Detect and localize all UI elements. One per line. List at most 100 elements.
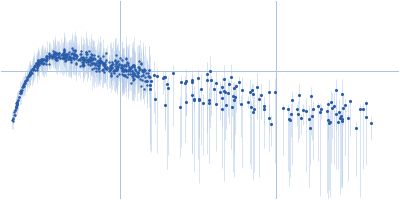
Point: [86, 59, 92, 62]
Point: [104, 65, 110, 69]
Point: [13, 106, 19, 109]
Point: [112, 69, 119, 72]
Point: [141, 70, 148, 73]
Point: [31, 65, 37, 68]
Point: [362, 115, 369, 119]
Point: [112, 61, 119, 64]
Point: [12, 109, 18, 112]
Point: [140, 69, 146, 72]
Point: [26, 74, 32, 77]
Point: [207, 69, 213, 72]
Point: [48, 55, 54, 58]
Point: [70, 51, 77, 54]
Point: [134, 75, 141, 78]
Point: [182, 81, 188, 85]
Point: [58, 56, 65, 59]
Point: [154, 74, 160, 77]
Point: [206, 101, 213, 104]
Point: [70, 53, 76, 56]
Point: [89, 62, 96, 65]
Point: [100, 68, 106, 71]
Point: [102, 60, 108, 63]
Point: [22, 82, 28, 85]
Point: [261, 108, 268, 111]
Point: [188, 78, 195, 81]
Point: [14, 102, 20, 105]
Point: [47, 55, 54, 58]
Point: [109, 65, 116, 68]
Point: [136, 77, 143, 80]
Point: [170, 71, 176, 75]
Point: [90, 54, 97, 57]
Point: [148, 79, 154, 83]
Point: [138, 63, 144, 66]
Point: [83, 55, 90, 58]
Point: [116, 62, 122, 65]
Point: [125, 62, 132, 65]
Point: [24, 78, 30, 81]
Point: [130, 78, 136, 81]
Point: [14, 100, 21, 103]
Point: [268, 123, 274, 126]
Point: [124, 76, 130, 79]
Point: [102, 66, 108, 69]
Point: [51, 51, 57, 54]
Point: [130, 78, 137, 81]
Point: [34, 60, 41, 63]
Point: [138, 62, 144, 65]
Point: [288, 112, 294, 116]
Point: [204, 72, 210, 76]
Point: [42, 58, 48, 61]
Point: [93, 69, 99, 72]
Point: [27, 73, 33, 77]
Point: [17, 91, 24, 94]
Point: [70, 48, 76, 51]
Point: [62, 57, 68, 60]
Point: [139, 69, 146, 72]
Point: [107, 69, 113, 72]
Point: [9, 118, 16, 121]
Point: [84, 58, 91, 62]
Point: [102, 63, 108, 66]
Point: [80, 57, 86, 60]
Point: [130, 64, 136, 67]
Point: [34, 68, 40, 71]
Point: [95, 54, 101, 57]
Point: [90, 57, 96, 60]
Point: [101, 70, 107, 73]
Point: [18, 90, 24, 93]
Point: [73, 53, 80, 56]
Point: [55, 56, 62, 59]
Point: [118, 72, 125, 75]
Point: [87, 60, 94, 63]
Point: [120, 74, 126, 77]
Point: [196, 99, 202, 102]
Point: [232, 96, 239, 99]
Point: [103, 68, 110, 71]
Point: [250, 92, 256, 95]
Point: [52, 59, 59, 62]
Point: [80, 56, 86, 59]
Point: [120, 68, 126, 72]
Point: [326, 122, 332, 125]
Point: [73, 53, 79, 56]
Point: [34, 63, 40, 66]
Point: [77, 58, 83, 61]
Point: [230, 94, 236, 97]
Point: [39, 58, 45, 62]
Point: [141, 67, 147, 70]
Point: [249, 89, 255, 92]
Point: [40, 57, 46, 60]
Point: [126, 69, 133, 73]
Point: [108, 66, 114, 70]
Point: [162, 75, 168, 79]
Point: [120, 67, 126, 70]
Point: [335, 121, 341, 124]
Point: [132, 67, 139, 70]
Point: [88, 61, 95, 64]
Point: [345, 116, 351, 119]
Point: [83, 60, 90, 64]
Point: [68, 56, 74, 59]
Point: [113, 67, 119, 70]
Point: [60, 57, 66, 60]
